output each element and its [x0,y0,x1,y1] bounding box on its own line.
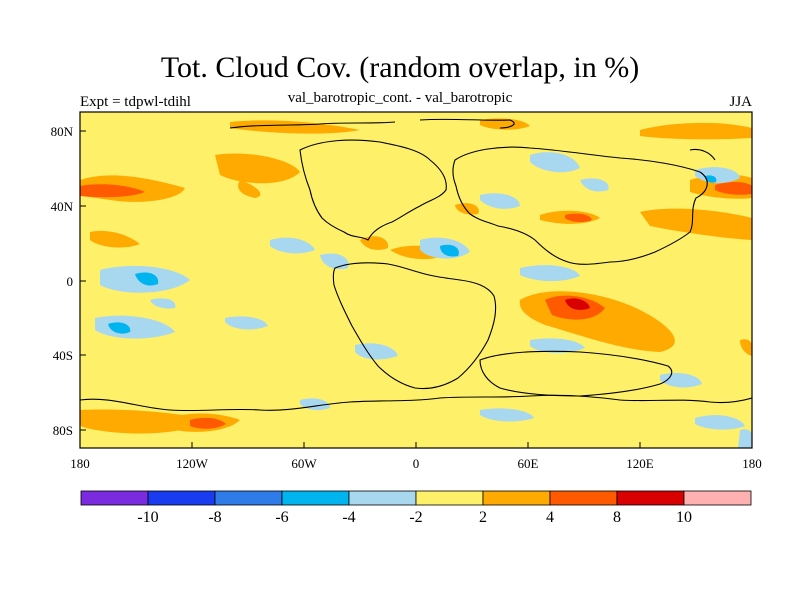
colorbar-swatch [683,490,752,506]
contour-positive [455,203,479,215]
colorbar-swatch [616,490,685,506]
colorbar-swatch [80,490,149,506]
colorbar-swatch [147,490,216,506]
contour-positive [80,409,200,434]
contour-negative [480,408,534,422]
contour-negative [355,343,398,360]
coastline [229,121,396,129]
plot-area [80,112,752,448]
coastline [332,262,497,390]
contour-negative [480,193,520,209]
colorbar-label: -4 [342,509,355,526]
contour-positive [640,122,752,140]
colorbar-label: -10 [137,509,158,526]
contour-positive [230,120,360,134]
contour-positive [480,118,530,130]
contour-positive [740,339,752,356]
colorbar-label: -6 [275,509,288,526]
lat-tick-label: 80N [51,124,74,139]
contour-negative [225,316,268,330]
lat-tick-label: 80S [53,423,73,438]
colorbar-swatch [482,490,551,506]
contour-negative [705,175,717,183]
coastline [689,148,716,161]
contour-negative [150,298,176,309]
colorbar-label: -2 [409,509,422,526]
colorbar-label: 2 [479,509,487,526]
coastline [479,350,673,397]
contour-negative [695,415,745,430]
lon-tick-label: 60E [518,456,539,471]
colorbar-swatch [415,490,484,506]
map-title: Tot. Cloud Cov. (random overlap, in %) [160,51,640,84]
contour-negative [530,338,585,354]
colorbar-swatch [549,490,618,506]
coastline [452,146,708,265]
colorbar-labels: -10 -8 -6 -4 -2 2 4 8 10 [137,509,692,526]
lat-ticks [80,130,86,431]
colorbar-label: 10 [676,509,692,526]
contour-positive [640,208,752,240]
contour-positive [238,180,261,198]
contour-negative [520,265,580,282]
contour-positive [565,213,592,223]
lon-tick-label: 120W [176,456,209,471]
colorbar-swatch [281,490,350,506]
contour-negative [270,237,315,254]
contour-positive [80,184,145,198]
coastline [419,118,515,129]
contour-positive [215,153,300,184]
contour-positive [90,230,140,248]
lat-tick-label: 40S [53,348,73,363]
experiment-label: Expt = tdpwl-tdihl [80,94,191,110]
lat-tick-label: 40N [51,199,74,214]
contour-positive [190,417,226,429]
lon-tick-label: 180 [742,456,762,471]
contour-negative [135,272,159,286]
contour-negative [580,178,609,192]
lon-tick-label: 0 [413,456,420,471]
contour-negative [738,429,752,448]
coastline [299,139,447,241]
lon-tick-label: 60W [291,456,317,471]
lon-tick-label: 180 [70,456,90,471]
contour-positive [715,182,752,195]
colorbar-label: 8 [613,509,621,526]
contour-negative [108,322,131,334]
colorbar-label: -8 [208,509,221,526]
colorbar [80,490,752,506]
colorbar-label: 4 [546,509,554,526]
contour-negative [95,315,175,339]
lat-tick-label: 0 [67,274,74,289]
season-label: JJA [729,94,752,110]
lon-tick-label: 120E [626,456,654,471]
contour-positive [565,298,590,310]
lon-ticks [79,442,753,448]
contour-negative [440,244,459,257]
anomaly-contours [80,118,752,448]
colorbar-swatch [214,490,283,506]
coastline [80,394,752,412]
colorbar-swatch [348,490,417,506]
coastlines [80,118,752,412]
contour-negative [530,152,580,173]
map-subtitle: val_barotropic_cont. - val_barotropic [287,90,513,106]
